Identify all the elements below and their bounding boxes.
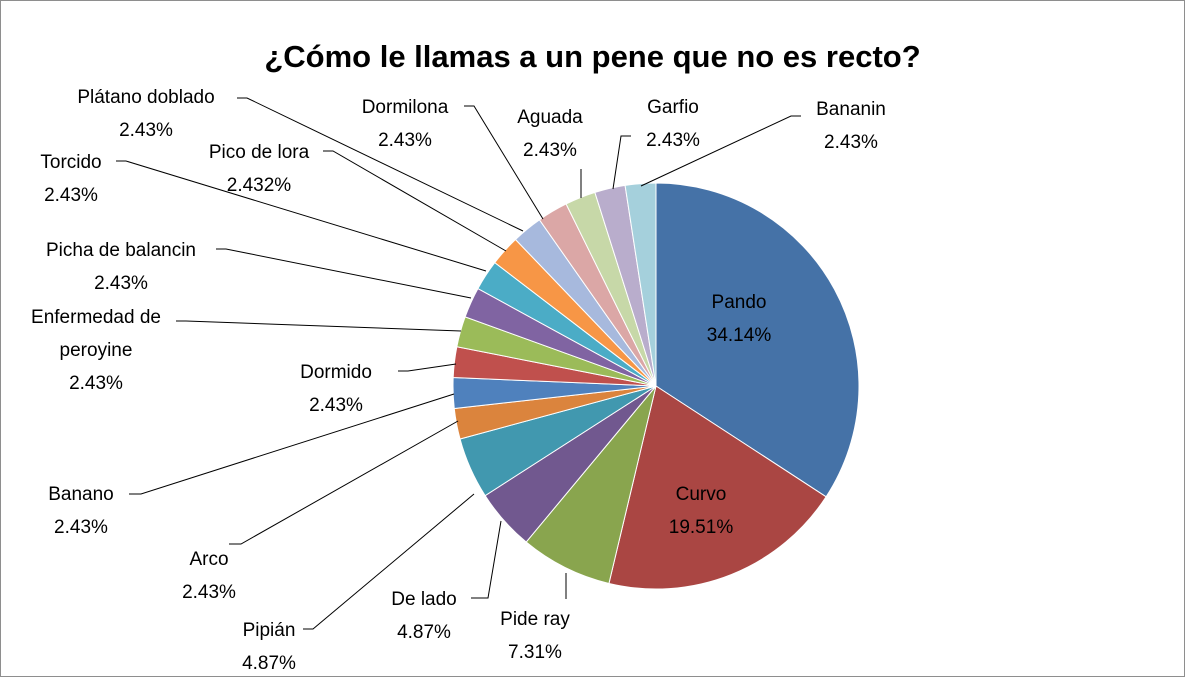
label-name: Pando: [711, 292, 767, 313]
leader-line: [464, 105, 544, 220]
leader-line: [116, 160, 487, 272]
leader-line: [129, 393, 455, 495]
leader-line: [612, 135, 631, 190]
leader-line: [398, 363, 457, 372]
label-name: Curvo: [675, 484, 727, 505]
label-name: Enfermedad de peroyine: [31, 307, 161, 361]
label-value: 2.43%: [646, 130, 700, 151]
label-value: 2.43%: [44, 185, 98, 206]
label-value: 2.43%: [119, 120, 173, 141]
label-name: Banano: [48, 484, 114, 505]
data-label: Pide ray 7.31%: [500, 603, 570, 669]
label-name: Aguada: [517, 107, 583, 128]
data-label: Pipián 4.87%: [242, 614, 296, 676]
label-value: 4.87%: [397, 622, 451, 643]
label-value: 2.43%: [94, 273, 148, 294]
label-value: 2.43%: [309, 395, 363, 416]
label-value: 2.43%: [378, 130, 432, 151]
data-label: Aguada 2.43%: [517, 101, 583, 167]
data-label: Dormilona 2.43%: [362, 91, 449, 157]
data-label: De lado 4.87%: [391, 583, 457, 649]
leader-line: [640, 115, 801, 187]
label-name: Picha de balancin: [46, 240, 196, 261]
label-name: Pipián: [242, 620, 296, 641]
leader-line: [216, 248, 472, 299]
pie-slice: [608, 385, 827, 590]
data-label: Garfio 2.43%: [646, 91, 700, 157]
pie-slice: [655, 182, 860, 498]
data-label: Pico de lora 2.432%: [209, 136, 309, 202]
label-name: Arco: [189, 549, 229, 570]
label-name: Pide ray: [500, 609, 570, 630]
label-name: De lado: [391, 589, 457, 610]
leader-line: [323, 150, 507, 252]
data-label: Banano 2.43%: [48, 478, 114, 544]
pie-slice: [624, 182, 657, 387]
label-value: 4.87%: [242, 653, 296, 674]
label-name: Bananin: [816, 99, 886, 120]
data-label: Bananin 2.43%: [816, 93, 886, 159]
label-name: Dormido: [300, 362, 372, 383]
label-value: 2.432%: [226, 175, 292, 196]
label-value: 2.43%: [69, 373, 123, 394]
leader-line: [229, 420, 459, 545]
label-value: 19.51%: [668, 517, 734, 538]
label-name: Torcido: [40, 152, 102, 173]
data-label: Pando 34.14%: [707, 286, 771, 352]
label-value: 7.31%: [508, 642, 562, 663]
leader-line: [176, 320, 462, 332]
data-label: Arco 2.43%: [182, 543, 236, 609]
chart-title: ¿Cómo le llamas a un pene que no es rect…: [264, 39, 921, 74]
label-value: 2.43%: [54, 517, 108, 538]
label-value: 2.43%: [523, 140, 577, 161]
label-value: 2.43%: [824, 132, 878, 153]
label-value: 2.43%: [182, 582, 236, 603]
label-name: Plátano doblado: [77, 87, 215, 108]
label-value: 34.14%: [706, 325, 772, 346]
leader-line: [471, 520, 502, 599]
data-label: Curvo 19.51%: [669, 478, 733, 544]
leader-line: [237, 97, 524, 232]
label-name: Dormilona: [361, 97, 449, 118]
label-name: Pico de lora: [208, 142, 310, 163]
label-name: Garfio: [647, 97, 699, 118]
data-label: Torcido 2.43%: [40, 146, 101, 212]
data-label: Dormido 2.43%: [300, 356, 372, 422]
data-label: Picha de balancin 2.43%: [46, 234, 196, 300]
data-label: Enfermedad de peroyine 2.43%: [11, 301, 181, 400]
leader-line: [303, 493, 475, 630]
data-label: Plátano doblado 2.43%: [77, 81, 214, 147]
